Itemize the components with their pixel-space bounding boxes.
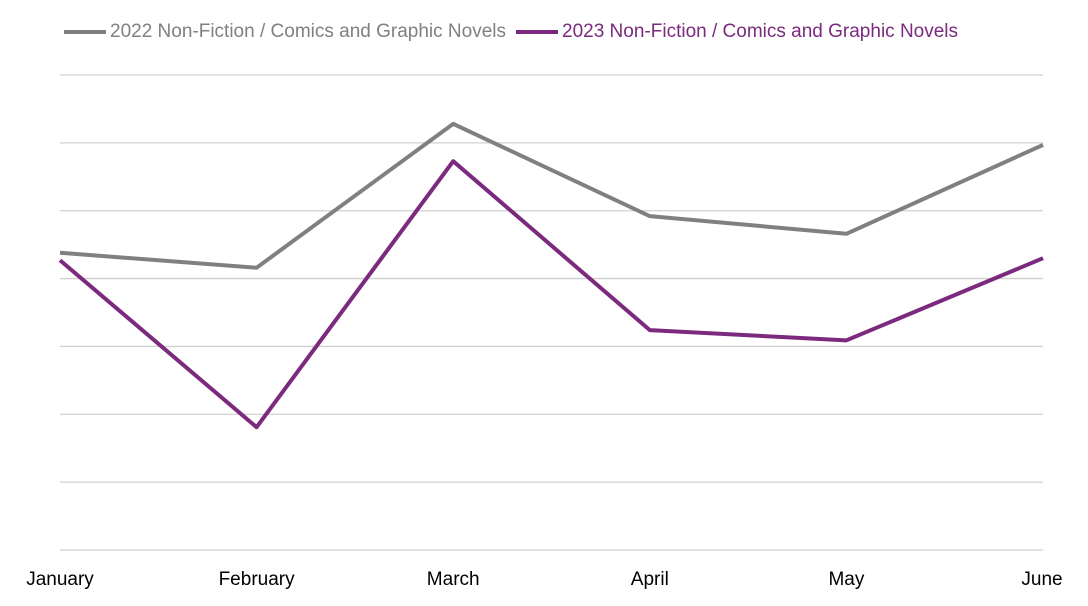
- series-line: [58, 159, 1044, 430]
- x-tick-label: April: [631, 569, 669, 590]
- x-tick-label: May: [828, 569, 864, 590]
- x-tick-label: March: [427, 569, 480, 590]
- legend-label: 2022 Non-Fiction / Comics and Graphic No…: [110, 21, 506, 42]
- x-tick-label: June: [1021, 569, 1062, 590]
- series-line: [59, 121, 1044, 270]
- x-tick-label: January: [26, 569, 94, 590]
- legend-label: 2023 Non-Fiction / Comics and Graphic No…: [562, 21, 958, 42]
- x-tick-label: February: [219, 569, 296, 590]
